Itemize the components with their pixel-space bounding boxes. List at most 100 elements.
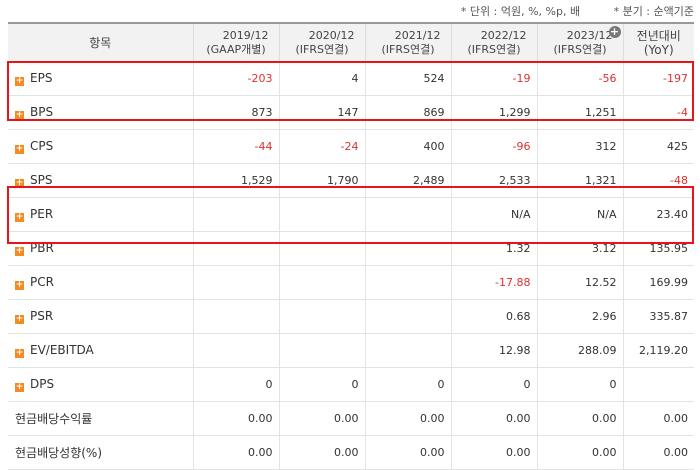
header-item: 항목	[8, 22, 193, 62]
table-cell: -44	[192, 129, 279, 164]
header-yoy: 전년대비 (YoY)	[622, 22, 694, 62]
row-label-text: PCR	[30, 275, 54, 289]
expand-plus-icon[interactable]: +	[15, 280, 24, 290]
expand-plus-icon[interactable]: +	[15, 110, 24, 120]
row-label: 현금배당수익률	[8, 401, 193, 436]
row-label[interactable]: + SPS	[8, 163, 193, 198]
table-cell: 1,321	[536, 163, 623, 198]
table-cell: 1,790	[278, 163, 365, 198]
table-cell: 0.00	[364, 435, 451, 470]
table-cell: 0	[364, 367, 451, 402]
table-cell	[364, 231, 451, 266]
table-cell: -19	[450, 61, 537, 96]
table-cell: -197	[622, 61, 694, 96]
row-label-text: SPS	[30, 173, 53, 187]
table-cell: 0.00	[364, 401, 451, 436]
table-cell: 2.96	[536, 299, 623, 334]
table-cell: -56	[536, 61, 623, 96]
row-label[interactable]: + PSR	[8, 299, 193, 334]
expand-plus-icon[interactable]: +	[15, 382, 24, 392]
header-period: 2021/12 (IFRS연결)	[364, 22, 451, 62]
header-period: 2022/12 (IFRS연결)	[450, 22, 537, 62]
table-cell: -48	[622, 163, 694, 198]
table-cell	[278, 333, 365, 368]
table-cell	[278, 231, 365, 266]
expand-plus-icon[interactable]: +	[15, 178, 24, 188]
table-cell	[278, 299, 365, 334]
expand-plus-icon[interactable]: +	[15, 76, 24, 86]
expand-plus-icon[interactable]: +	[15, 348, 24, 358]
table-cell: 0.00	[278, 435, 365, 470]
table-cell	[192, 299, 279, 334]
table-cell: 1,529	[192, 163, 279, 198]
investment-indicator-table: 항목 2019/12 (GAAP개별) 2020/12 (IFRS연결) 2021/…	[8, 22, 694, 470]
table-row: + PSR 0.68 2.96 335.87	[8, 299, 694, 334]
row-label-text: 현금배당성향(%)	[15, 446, 103, 460]
table-cell: N/A	[450, 197, 537, 232]
table-cell: 2,489	[364, 163, 451, 198]
table-cell: 0.00	[192, 435, 279, 470]
table-cell: 0.00	[622, 401, 694, 436]
table-cell: 169.99	[622, 265, 694, 300]
plus-circle-icon[interactable]: +	[608, 25, 621, 38]
row-label-text: CPS	[30, 139, 54, 153]
header-period: 2019/12 (GAAP개별)	[192, 22, 279, 62]
table-row: 현금배당수익률 0.00 0.00 0.00 0.00 0.00 0.00	[8, 401, 694, 436]
table-cell: 0	[278, 367, 365, 402]
table-cell: 400	[364, 129, 451, 164]
table-row: + DPS 0 0 0 0 0	[8, 367, 694, 402]
row-label[interactable]: + CPS	[8, 129, 193, 164]
header-period: 2023/12 (IFRS연결) +	[536, 22, 623, 62]
table-cell: N/A	[536, 197, 623, 232]
row-label-text: EPS	[30, 71, 53, 85]
table-cell: 135.95	[622, 231, 694, 266]
row-label-text: PER	[30, 207, 54, 221]
row-label[interactable]: + PBR	[8, 231, 193, 266]
table-cell: 524	[364, 61, 451, 96]
expand-plus-icon[interactable]: +	[15, 212, 24, 222]
table-row: + PER N/A N/A 23.40	[8, 197, 694, 232]
table-cell: 1,251	[536, 95, 623, 130]
table-cell: 147	[278, 95, 365, 130]
row-label[interactable]: + EPS	[8, 61, 193, 96]
table-cell: 1,299	[450, 95, 537, 130]
expand-plus-icon[interactable]: +	[15, 246, 24, 256]
table-row: + EPS -203 4 524 -19 -56 -197	[8, 61, 694, 96]
row-label[interactable]: + DPS	[8, 367, 193, 402]
expand-plus-icon[interactable]: +	[15, 314, 24, 324]
table-cell: 12.98	[450, 333, 537, 368]
unit-notes: * 단위 : 억원, %, %p, 배 * 분기 : 순액기준	[431, 3, 694, 19]
table-cell: 0.68	[450, 299, 537, 334]
table-row: + SPS 1,529 1,790 2,489 2,533 1,321 -48	[8, 163, 694, 198]
table-cell: -203	[192, 61, 279, 96]
table-cell: -4	[622, 95, 694, 130]
expand-plus-icon[interactable]: +	[15, 144, 24, 154]
table-cell: 0	[450, 367, 537, 402]
row-label[interactable]: + BPS	[8, 95, 193, 130]
table-row: + EV/EBITDA 12.98 288.09 2,119.20	[8, 333, 694, 368]
row-label-text: 현금배당수익률	[15, 412, 93, 426]
table-cell: -96	[450, 129, 537, 164]
table-cell: 0.00	[450, 435, 537, 470]
table-row: + PBR 1.32 3.12 135.95	[8, 231, 694, 266]
row-label[interactable]: + PCR	[8, 265, 193, 300]
table-cell: 1.32	[450, 231, 537, 266]
table-cell	[192, 265, 279, 300]
table-cell	[622, 367, 694, 402]
table-cell	[192, 231, 279, 266]
table-cell: 0	[536, 367, 623, 402]
table-cell: 0.00	[622, 435, 694, 470]
row-label[interactable]: + PER	[8, 197, 193, 232]
table-cell: 0.00	[536, 435, 623, 470]
table-cell: 335.87	[622, 299, 694, 334]
table-cell: 4	[278, 61, 365, 96]
table-cell: 0.00	[278, 401, 365, 436]
table-cell: 23.40	[622, 197, 694, 232]
table-cell	[364, 197, 451, 232]
table-cell: 873	[192, 95, 279, 130]
row-label: 현금배당성향(%)	[8, 435, 193, 470]
table-cell: 288.09	[536, 333, 623, 368]
row-label-text: DPS	[30, 377, 55, 391]
table-row: + CPS -44 -24 400 -96 312 425	[8, 129, 694, 164]
row-label[interactable]: + EV/EBITDA	[8, 333, 193, 368]
